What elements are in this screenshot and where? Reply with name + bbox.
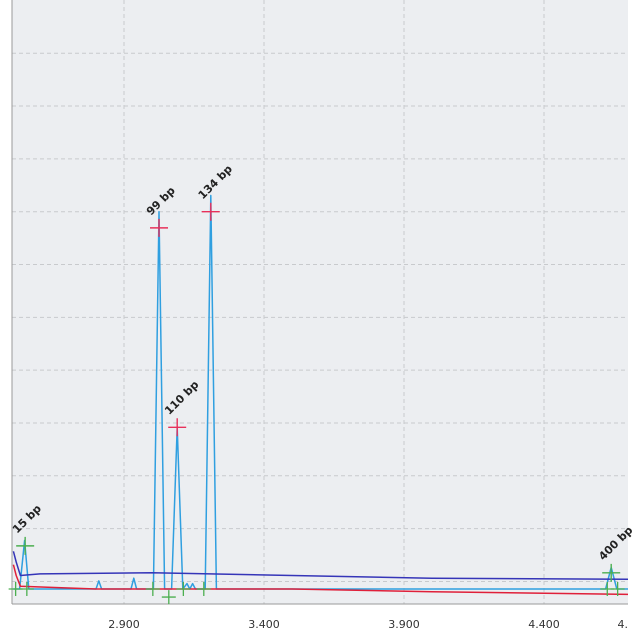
x-tick-labels: 2.900 3.400 3.900 4.400 4. bbox=[108, 618, 628, 631]
x-tick-label: 4. bbox=[618, 618, 629, 631]
peak-markers bbox=[8, 202, 625, 605]
plot-area-background bbox=[12, 0, 628, 604]
x-tick-label: 3.400 bbox=[248, 618, 280, 631]
peak-marker bbox=[168, 418, 187, 437]
peak-marker bbox=[602, 563, 621, 582]
baseline-marker bbox=[196, 582, 211, 596]
peak-marker bbox=[201, 202, 220, 221]
series-line-3 bbox=[12, 564, 629, 596]
grid-lines bbox=[12, 0, 628, 604]
baseline-marker bbox=[19, 582, 34, 596]
baseline-marker bbox=[610, 582, 625, 596]
x-tick-label: 3.900 bbox=[388, 618, 420, 631]
x-tick-label: 4.400 bbox=[528, 618, 560, 631]
baseline-marker bbox=[161, 590, 176, 605]
baseline-marker bbox=[145, 582, 160, 596]
baseline-marker bbox=[176, 582, 191, 596]
series-line-2 bbox=[12, 551, 629, 581]
peak-marker bbox=[16, 536, 35, 555]
peak-marker bbox=[150, 218, 168, 237]
series-lines bbox=[12, 194, 629, 596]
x-tick-label: 2.900 bbox=[108, 618, 140, 631]
